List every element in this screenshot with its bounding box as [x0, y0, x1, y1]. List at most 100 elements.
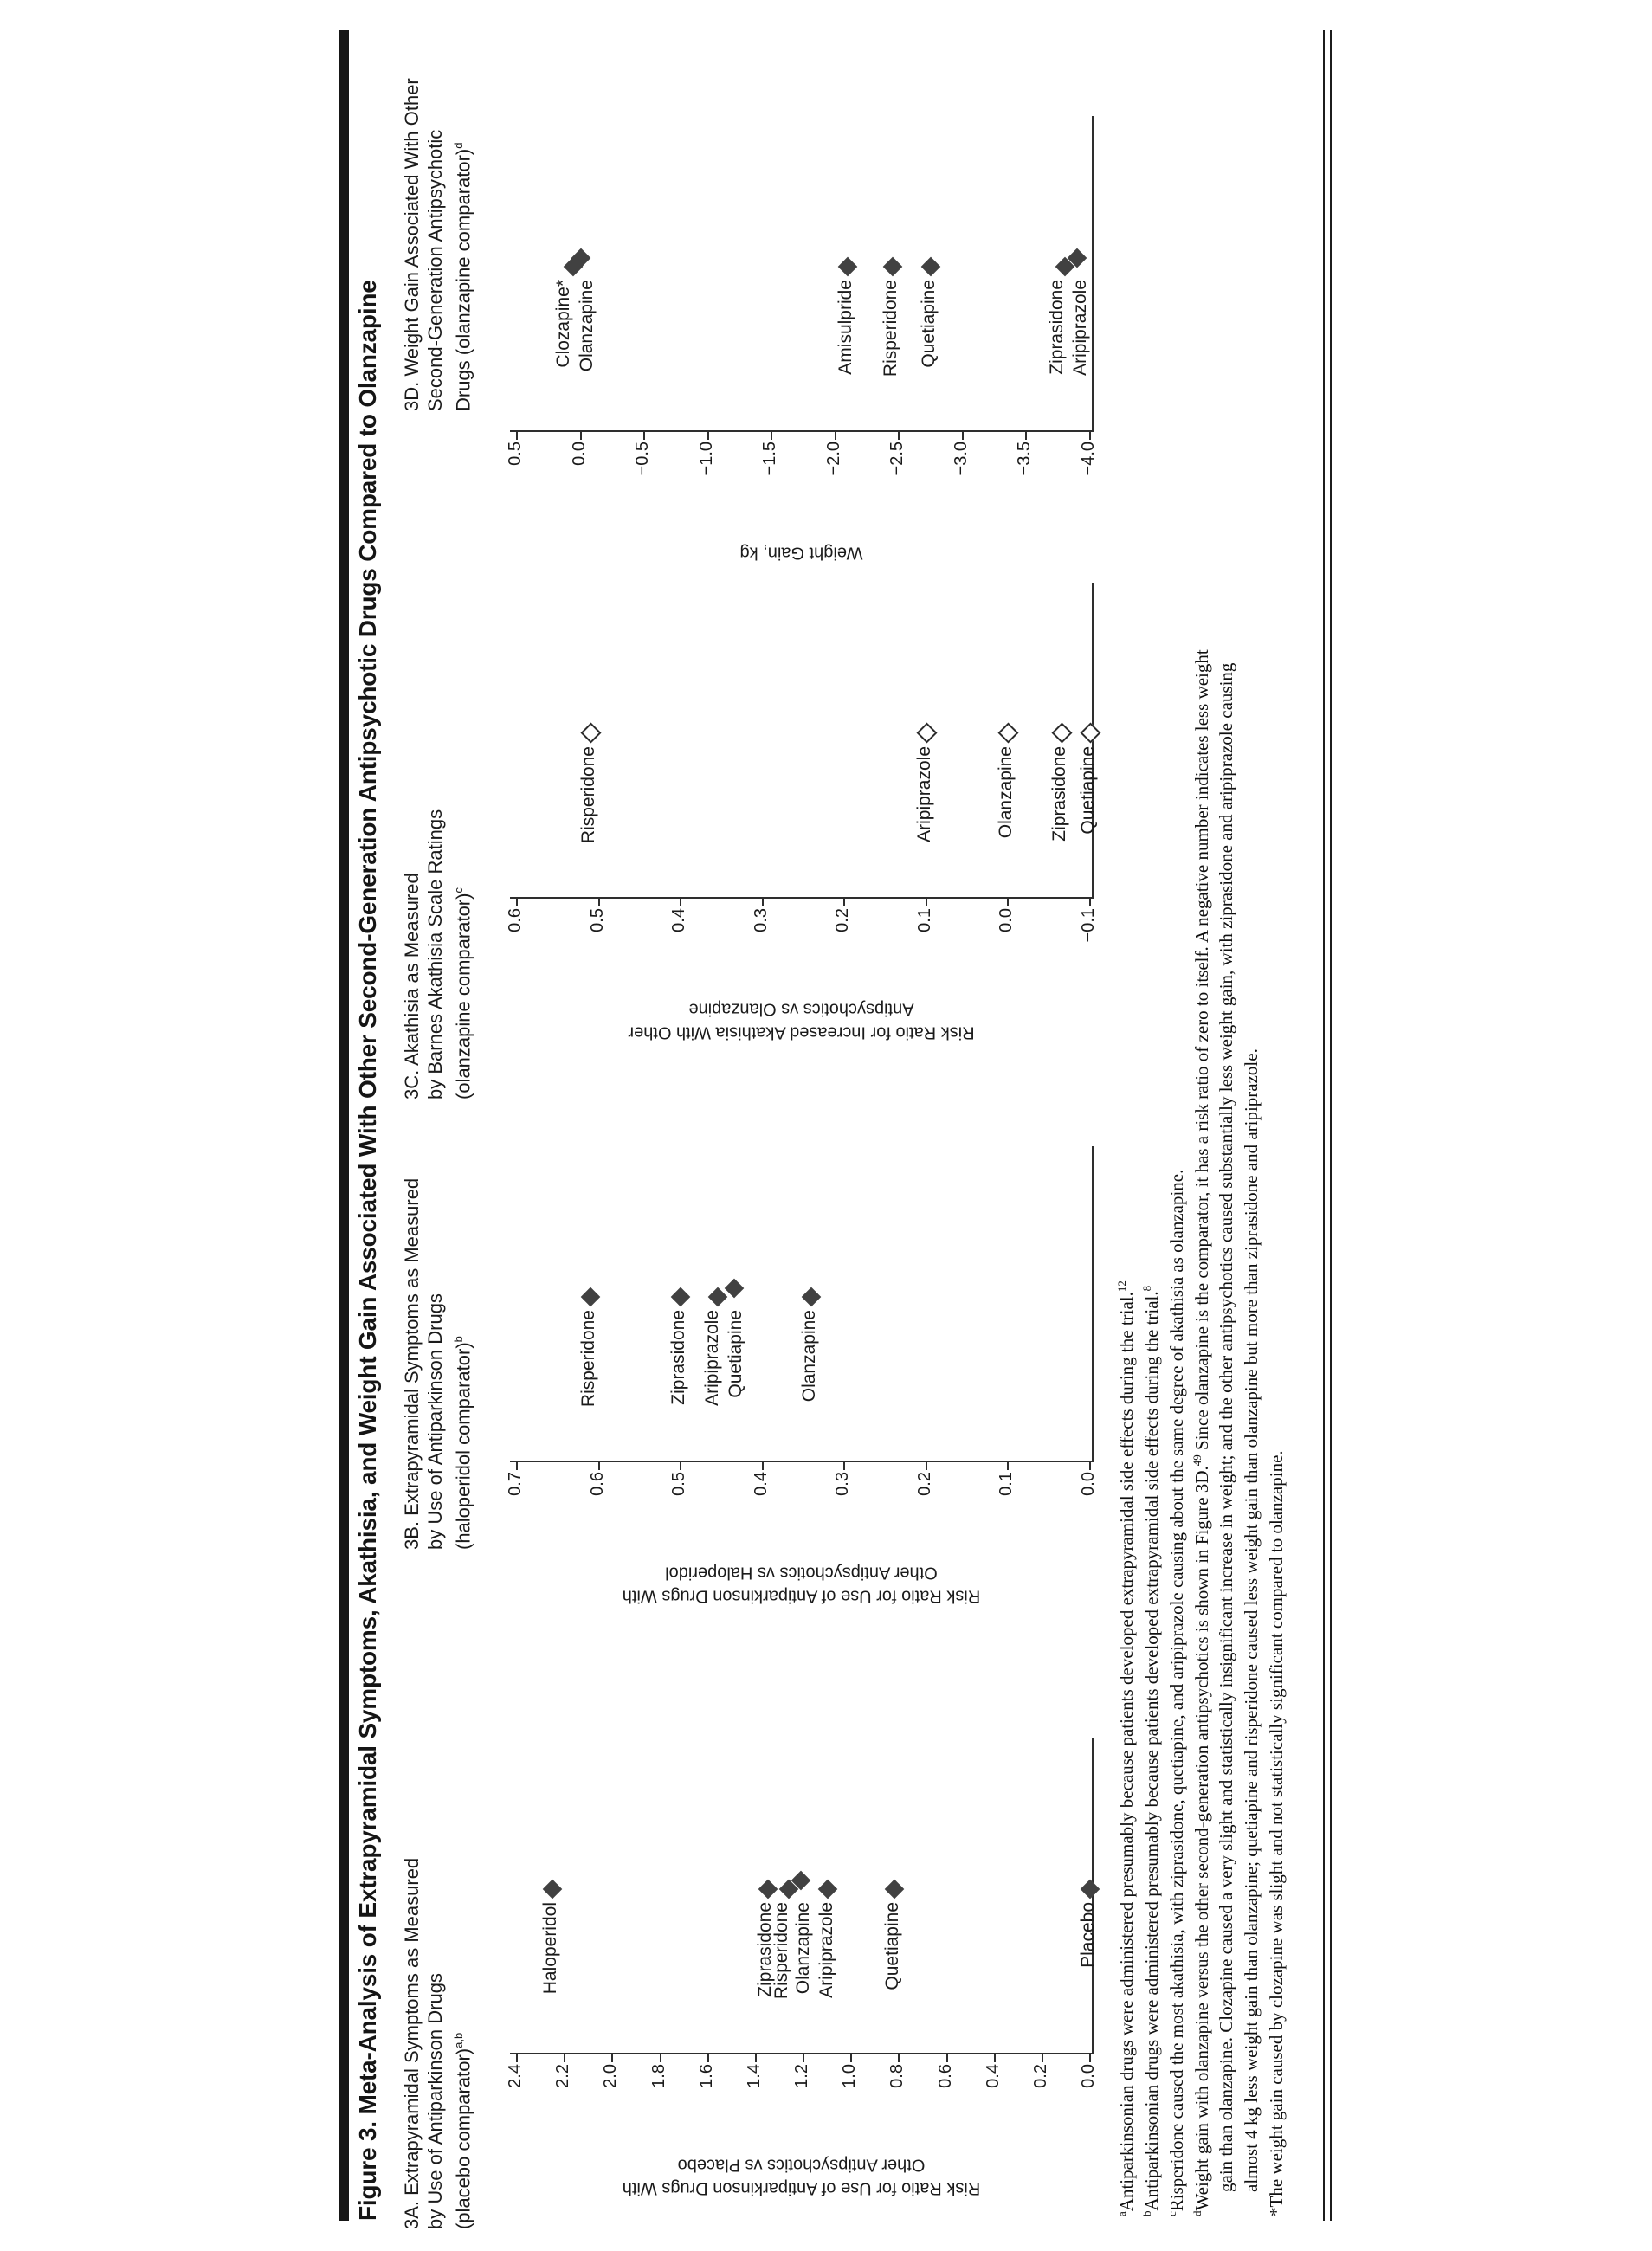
axis-tick-label: 1.8	[649, 2064, 668, 2088]
data-point-label: Quetiapine	[725, 1310, 745, 1398]
panel-header-line: 3D. Weight Gain Associated With Other	[401, 78, 423, 411]
data-point-label: Aripiprazole	[816, 1902, 837, 1998]
axis-tick	[843, 898, 845, 906]
axis-tick-label: −3.0	[952, 442, 971, 476]
data-point-label: Olanzapine	[799, 1310, 820, 1403]
axis-tick-label: 1.0	[840, 2064, 859, 2088]
axis-tick	[850, 2054, 852, 2062]
data-point-label: Placebo	[1078, 1902, 1098, 1968]
axis-tick	[762, 1461, 764, 1470]
footnote-superscript: a	[1115, 2211, 1128, 2216]
data-point-label: Risperidone	[578, 1310, 599, 1408]
panel-header-line: 3B. Extrapyramidal Symptoms as Measured	[401, 1177, 423, 1550]
axis-tick	[707, 431, 709, 440]
axis-tick	[707, 2054, 709, 2062]
axis-tick	[1007, 1461, 1009, 1470]
axis-tick-label: 0.3	[752, 908, 771, 932]
footnote-superscript: b	[1140, 2210, 1153, 2217]
axis-tick-label: 0.3	[833, 1472, 852, 1496]
axis-tick-label: 0.7	[506, 1472, 525, 1496]
axis-tick-label: 0.4	[752, 1472, 771, 1496]
data-point-diamond-quetiapine	[920, 256, 941, 277]
data-point-label: Olanzapine	[793, 1902, 814, 1995]
axis-tick-label: 2.4	[506, 2064, 525, 2088]
footnote-line-5: gain than olanzapine. Clozapine caused a…	[1216, 662, 1236, 2192]
axis-tick	[564, 2054, 565, 2062]
panel-header-line: 3C. Akathisia as Measured	[401, 873, 423, 1100]
axis-tick	[643, 431, 645, 440]
panel-header-line: by Barnes Akathisia Scale Ratings	[424, 809, 446, 1100]
data-point-label: Olanzapine	[996, 746, 1016, 839]
header-superscript: b	[452, 1336, 465, 1343]
data-point-diamond-quetiapine	[724, 1278, 744, 1299]
data-point-label: Risperidone	[578, 746, 599, 844]
panel-header-line: (haloperidol comparator)b	[452, 1336, 474, 1550]
axis-tick	[1025, 431, 1027, 440]
data-point-diamond-risperidone	[580, 722, 602, 744]
axis-tick-label: 0.0	[1079, 1472, 1098, 1496]
footnote-superscript: d	[1191, 2210, 1204, 2217]
data-point-label: Ziprasidone	[1047, 280, 1068, 375]
figure-title: Figure 3. Meta-Analysis of Extrapyramida…	[354, 280, 381, 2221]
panel-header-line: Second-Generation Antipsychotic	[424, 129, 446, 411]
plot-bottom-border-3B	[1092, 1146, 1094, 1461]
axis-tick	[516, 431, 518, 440]
panel-header-3C: 3C. Akathisia as Measured by Barnes Akath…	[400, 809, 474, 1100]
axis-tick	[1089, 1461, 1091, 1470]
footnote-superscript: 12	[1115, 1280, 1128, 1293]
axis-tick-label: 0.2	[833, 908, 852, 932]
axis-tick-label: 2.0	[601, 2064, 620, 2088]
axis-tick-label: −1.5	[760, 442, 779, 476]
footnote-superscript: 49	[1191, 1454, 1204, 1467]
axis-tick	[762, 898, 764, 906]
data-point-diamond-placebo	[1080, 1879, 1100, 1899]
data-point-diamond-aripiprazole	[916, 722, 938, 744]
panel-header-line: Drugs (olanzapine comparator)d	[452, 142, 474, 412]
data-point-diamond-haloperidol	[543, 1879, 563, 1899]
data-point-diamond-aripiprazole	[707, 1287, 728, 1307]
axis-tick-label: −3.5	[1015, 442, 1034, 476]
axis-tick	[516, 1461, 518, 1470]
axis-tick	[926, 1461, 927, 1470]
axis-tick	[843, 1461, 845, 1470]
data-point-diamond-ziprasidone	[1051, 722, 1073, 744]
data-point-label: Amisulpride	[836, 280, 856, 375]
footnote-superscript: c	[1165, 2211, 1178, 2216]
header-superscript: c	[452, 887, 465, 893]
data-point-label: Ziprasidone	[1049, 746, 1069, 842]
figure-top-rule	[339, 30, 349, 2221]
data-point-label: Quetiapine	[919, 280, 939, 368]
data-point-diamond-quetiapine	[1080, 722, 1101, 744]
axis-tick	[516, 898, 518, 906]
footnote-superscript: 8	[1140, 1285, 1153, 1292]
header-superscript: d	[452, 142, 465, 149]
axis-tick-label: 0.1	[997, 1472, 1016, 1496]
data-point-diamond-ziprasidone	[758, 1879, 778, 1899]
panel-header-line: by Use of Antiparkinson Drugs	[424, 1293, 446, 1550]
axis-tick	[771, 431, 772, 440]
figure-bottom-rule-outer	[1323, 30, 1325, 2221]
axis-tick-label: −1.0	[697, 442, 716, 476]
footnote-line-6: almost 4 kg less weight gain than olanza…	[1241, 1048, 1262, 2192]
footnote-line-3: cRisperidone caused the most akathisia, …	[1165, 1169, 1187, 2216]
axis-tick-label: 0.4	[669, 908, 688, 932]
axis-tick-label: −0.5	[633, 442, 652, 476]
footnote-line-1: aAntiparkinsonian drugs were administere…	[1115, 1280, 1137, 2216]
axis-tick	[611, 2054, 613, 2062]
panel-header-3A: 3A. Extrapyramidal Symptoms as Measured b…	[400, 1858, 474, 2229]
data-point-diamond-olanzapine	[802, 1287, 822, 1307]
axis-tick	[994, 2054, 996, 2062]
data-point-label: Quetiapine	[881, 1902, 902, 1990]
data-point-diamond-quetiapine	[884, 1879, 905, 1899]
footnote-line-7: *The weight gain caused by clozapine was…	[1266, 1450, 1287, 2216]
panel-header-line: (olanzapine comparator)c	[452, 887, 474, 1100]
axis-tick	[962, 431, 964, 440]
data-point-diamond-ziprasidone	[670, 1287, 691, 1307]
data-point-label: Aripiprazole	[701, 1310, 722, 1406]
value-axis-line-3D	[510, 430, 1094, 432]
axis-tick-label: 0.2	[915, 1472, 934, 1496]
data-point-label: Aripiprazole	[913, 746, 934, 842]
data-point-label: Haloperidol	[540, 1902, 561, 1995]
